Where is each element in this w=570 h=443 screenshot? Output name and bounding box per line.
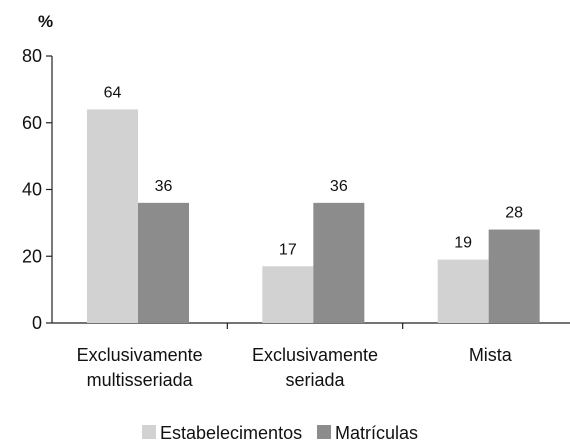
legend: Estabelecimentos Matrículas: [142, 423, 418, 443]
x-category-label: Exclusivamente: [77, 345, 203, 365]
data-label: 36: [155, 178, 173, 195]
bar-matriculas: [313, 202, 365, 323]
y-tick-label: 80: [22, 46, 42, 66]
category-labels: Exclusivamente multisseriada Exclusivament…: [77, 345, 513, 390]
legend-label: Estabelecimentos: [160, 423, 302, 443]
y-tick-label: 20: [22, 246, 42, 266]
y-tick-label: 40: [22, 180, 42, 200]
x-category-label: Exclusivamente: [252, 345, 378, 365]
data-label: 19: [454, 235, 472, 252]
y-unit-label: %: [38, 12, 53, 31]
data-label: 28: [505, 205, 523, 222]
y-tick-label: 0: [32, 313, 42, 333]
y-tick-label: 60: [22, 113, 42, 133]
y-axis-ticks: 0 20 40 60 80: [22, 46, 52, 333]
bar-estabelecimentos: [87, 109, 138, 324]
data-label: 17: [279, 241, 297, 258]
data-label: 36: [330, 178, 348, 195]
legend-label: Matrículas: [335, 423, 418, 443]
bar-matriculas: [488, 229, 540, 323]
x-category-label: Mista: [469, 345, 513, 365]
x-category-label: seriada: [285, 370, 345, 390]
bar-matriculas: [138, 202, 189, 323]
x-category-label: multisseriada: [87, 370, 194, 390]
data-labels: 64 36 17 36 19 28: [104, 84, 524, 258]
legend-swatch-estabelecimentos: [142, 425, 156, 439]
bar-estabelecimentos: [262, 266, 314, 323]
bar-estabelecimentos: [437, 259, 489, 323]
legend-swatch-matriculas: [317, 425, 331, 439]
bars: [87, 109, 540, 324]
data-label: 64: [104, 84, 122, 101]
